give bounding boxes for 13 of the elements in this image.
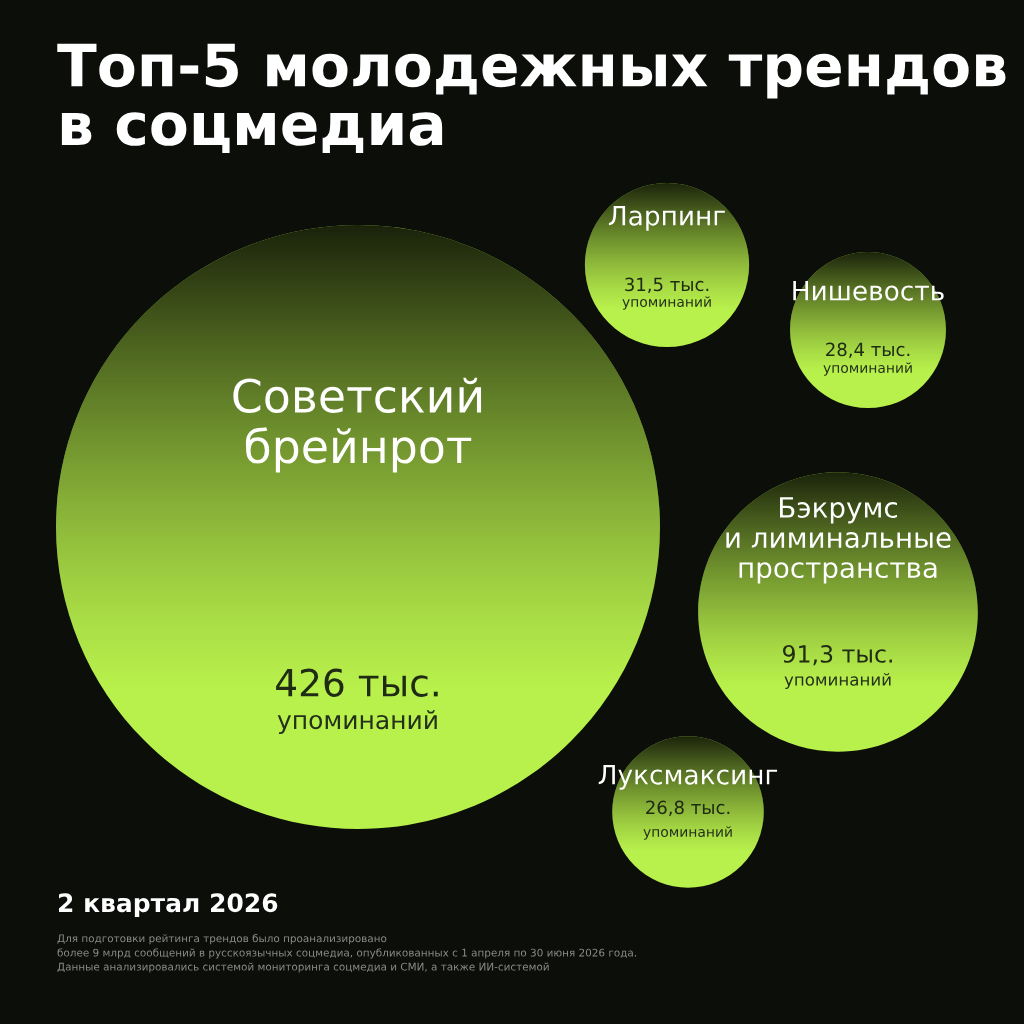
data-label: 31,5 тыс. упоминаний (622, 277, 711, 310)
data-label: 426 тыс. упоминаний (276, 668, 438, 735)
category-label: Ларпинг (608, 206, 725, 231)
text: Для подготовки рейтинга трендов было проанализировано более 9 млрд сообщений в русскоязычных соцмедиа, опубликованных с 1 апреля по 30 июня 2026 года. Данные анализировались системой мониторинга соцмедиа и СМИ, а также ИИ-системой (57, 934, 636, 973)
category-label: Бэкрумс и лиминальные пространства (726, 497, 951, 584)
data-label: 26,8 тыс. упоминаний (643, 800, 732, 840)
data-label: 91,3 тыс. упоминаний (783, 644, 892, 690)
category-label: Луксмаксинг (598, 765, 778, 790)
category-label: Нишевость (793, 281, 944, 301)
text: Топ-5 молодежных трендов в соцмедиа (57, 43, 1006, 154)
text: 2 квартал 2026 (58, 893, 278, 918)
category-label: Советский брейнрот (233, 377, 482, 473)
data-label: 28,4 тыс. упоминаний (823, 342, 912, 376)
